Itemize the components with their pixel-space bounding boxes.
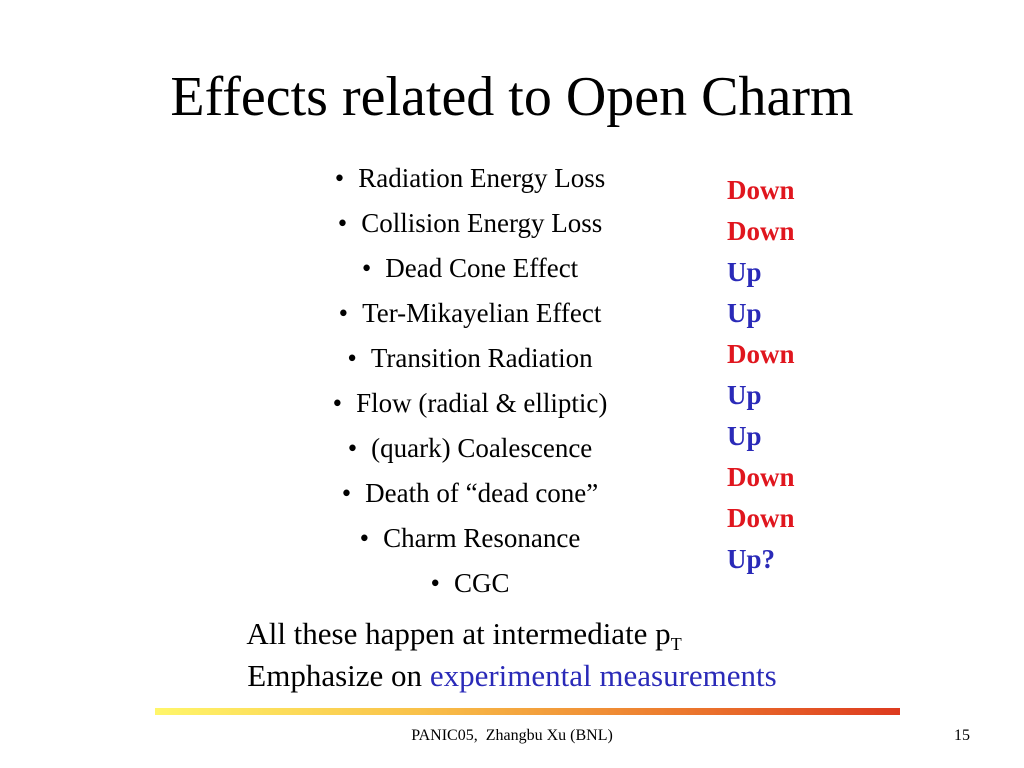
bullet-icon: • [359,523,370,553]
bullet-text: Charm Resonance [383,523,581,553]
bullet-icon: • [361,253,372,283]
direction-label: Down [727,503,795,533]
list-item: • CGC [230,561,710,606]
bullet-icon: • [337,208,348,238]
bullet-text: Dead Cone Effect [385,253,579,283]
bullet-icon: • [347,343,357,373]
bullet-text: Ter-Mikayelian Effect [362,298,602,328]
list-item: • Death of “dead cone” [230,471,710,516]
summary-line-2: Emphasize on experimental measurements [0,654,1024,698]
list-item: • Radiation Energy Loss [230,156,710,201]
list-item: • Charm Resonance [230,516,710,561]
direction-label: Down [727,175,795,205]
bullet-icon: • [430,568,440,598]
page-number: 15 [954,727,970,744]
summary-line-2-highlight: experimental measurements [429,658,777,693]
bullet-icon: • [332,388,343,418]
list-item: • Collision Energy Loss [230,201,710,246]
bullet-icon: • [341,478,352,508]
list-item: • Dead Cone Effect [230,246,710,291]
bullet-text: Flow (radial & elliptic) [356,388,608,418]
bullet-text: Collision Energy Loss [361,208,603,238]
list-item: • (quark) Coalescence [230,426,710,471]
direction-label: Down [727,339,795,369]
summary-line-1-text: All these happen at intermediate p [246,616,671,651]
footer-text: PANIC05, Zhangbu Xu (BNL) [411,727,613,744]
bullet-icon: • [334,163,345,193]
footer-divider [155,708,900,715]
summary-line-1-content: All these happen at intermediate pT [246,616,682,654]
direction-label: Down [727,216,795,246]
bullet-text: CGC [453,568,510,598]
bullet-text: Transition Radiation [370,343,593,373]
bullet-text: (quark) Coalescence [371,433,593,463]
bullet-icon: • [338,298,349,328]
direction-label: Up? [727,544,776,574]
direction-label: Up [727,298,762,328]
summary-line-1: All these happen at intermediate pT [0,612,1024,656]
summary-line-2-prefix: Emphasize on [247,658,430,693]
direction-label: Up [727,257,762,287]
list-item: • Flow (radial & elliptic) [230,381,710,426]
direction-label: Up [727,380,762,410]
direction-label: Up [727,421,762,451]
bullet-text: Death of “dead cone” [365,478,599,508]
list-item: • Transition Radiation [230,336,710,381]
bullet-icon: • [347,433,358,463]
list-item: • Ter-Mikayelian Effect [230,291,710,336]
bullet-text: Radiation Energy Loss [358,163,606,193]
direction-label: Down [727,462,795,492]
slide-title: Effects related to Open Charm [170,66,854,128]
direction-list: Down Down Up Up Down Up Up Down Down Up? [727,170,795,580]
subscript-t: T [670,634,682,654]
effect-list: • Radiation Energy Loss • Collision Energy… [230,156,710,606]
